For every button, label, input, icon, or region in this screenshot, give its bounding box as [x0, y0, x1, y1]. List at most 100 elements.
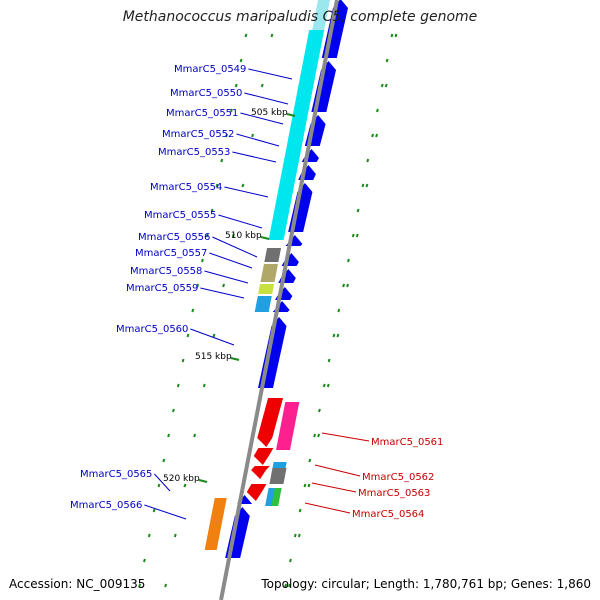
tick-mark	[191, 308, 195, 313]
tick-mark	[336, 333, 340, 338]
label-leader	[218, 214, 263, 229]
kbp-label: 520 kbp	[163, 474, 200, 484]
gene-label-reverse: MmarC5_0564	[352, 509, 424, 520]
label-leader	[200, 287, 245, 299]
cds-feature	[257, 398, 284, 447]
tick-mark	[317, 408, 321, 413]
gene-label-forward: MmarC5_0551	[166, 108, 238, 119]
genome-backbone	[219, 0, 339, 600]
tick-mark	[365, 183, 369, 188]
tick-mark	[162, 458, 166, 463]
gene-feature	[269, 468, 287, 484]
tick-mark	[356, 208, 360, 213]
tick-mark	[210, 208, 214, 213]
tick-mark	[390, 33, 394, 38]
tick-mark	[288, 558, 292, 563]
label-leader	[224, 186, 269, 198]
label-leader	[154, 473, 171, 492]
gene-feature	[268, 30, 325, 240]
tick-mark	[270, 33, 274, 38]
tick-mark	[355, 233, 359, 238]
tick-mark	[251, 133, 255, 138]
tick-mark	[375, 133, 379, 138]
tick-mark	[313, 433, 317, 438]
gene-label-forward: MmarC5_0559	[126, 283, 198, 294]
label-leader	[144, 504, 187, 520]
label-leader	[190, 328, 235, 346]
label-leader	[321, 432, 370, 442]
label-leader	[304, 502, 351, 514]
tick-mark	[164, 583, 168, 588]
label-leader	[212, 236, 258, 258]
gene-label-forward: MmarC5_0560	[116, 324, 188, 335]
tick-mark	[307, 483, 311, 488]
gene-feature	[254, 296, 272, 312]
gene-features	[204, 0, 348, 558]
tick-mark	[225, 133, 229, 138]
gene-label-forward: MmarC5_0557	[135, 248, 207, 259]
tick-mark	[239, 58, 243, 63]
tick-mark	[337, 308, 341, 313]
label-leader	[244, 92, 289, 105]
gene-label-forward: MmarC5_0553	[158, 147, 230, 158]
genome-summary: Topology: circular; Length: 1,780,761 bp…	[261, 577, 591, 591]
tick-mark	[308, 458, 312, 463]
map-title: Methanococcus maripaludis C5, complete g…	[122, 9, 478, 25]
tick-mark	[231, 233, 235, 238]
tick-mark	[332, 333, 336, 338]
tick-mark	[157, 483, 161, 488]
tick-mark	[380, 83, 384, 88]
kbp-label: 505 kbp	[251, 108, 288, 118]
tick-mark	[327, 358, 331, 363]
tick-mark	[171, 408, 175, 413]
gene-label-forward: MmarC5_0566	[70, 500, 142, 511]
gene-label-forward: MmarC5_0565	[80, 469, 152, 480]
tick-mark	[229, 108, 233, 113]
tick-mark	[142, 558, 146, 563]
tick-mark	[241, 183, 245, 188]
gene-label-reverse: MmarC5_0562	[362, 472, 434, 483]
label-leader	[311, 482, 357, 493]
tick-mark	[293, 533, 297, 538]
gene-labels: MmarC5_0549 MmarC5_0550 MmarC5_0551 MmarC5_…	[70, 64, 443, 520]
tick-mark	[366, 158, 370, 163]
gene-label-forward: MmarC5_0552	[162, 129, 234, 140]
tick-mark	[346, 283, 350, 288]
tick-mark	[361, 183, 365, 188]
label-leaders	[144, 68, 370, 520]
cds-feature	[251, 466, 270, 479]
tick-mark	[303, 483, 307, 488]
tick-mark	[371, 133, 375, 138]
tick-mark	[200, 258, 204, 263]
gene-feature	[276, 402, 300, 450]
tick-mark	[322, 383, 326, 388]
label-leader	[314, 464, 361, 477]
tick-mark	[288, 583, 292, 588]
gene-label-forward: MmarC5_0549	[174, 64, 246, 75]
tick-mark	[384, 83, 388, 88]
tick-mark	[196, 283, 200, 288]
tick-mark	[234, 83, 238, 88]
tick-mark	[202, 383, 206, 388]
kbp-label: 510 kbp	[225, 231, 262, 241]
tick-mark	[326, 383, 330, 388]
tick-mark	[244, 33, 248, 38]
tick-mark	[147, 533, 151, 538]
tick-mark	[297, 533, 301, 538]
tick-mark	[222, 283, 226, 288]
cds-feature	[246, 484, 267, 501]
label-leader	[204, 270, 249, 284]
major-tick	[286, 113, 296, 117]
gene-feature	[204, 498, 227, 550]
gene-feature	[260, 264, 278, 282]
gene-label-forward: MmarC5_0556	[138, 232, 210, 243]
tick-mark	[284, 583, 288, 588]
tick-mark	[176, 383, 180, 388]
gene-label-forward: MmarC5_0558	[130, 266, 202, 277]
tick-mark	[138, 583, 142, 588]
tick-mark	[317, 433, 321, 438]
tick-mark	[298, 508, 302, 513]
tick-mark	[173, 533, 177, 538]
tick-mark	[260, 83, 264, 88]
gene-label-forward: MmarC5_0555	[144, 210, 216, 221]
